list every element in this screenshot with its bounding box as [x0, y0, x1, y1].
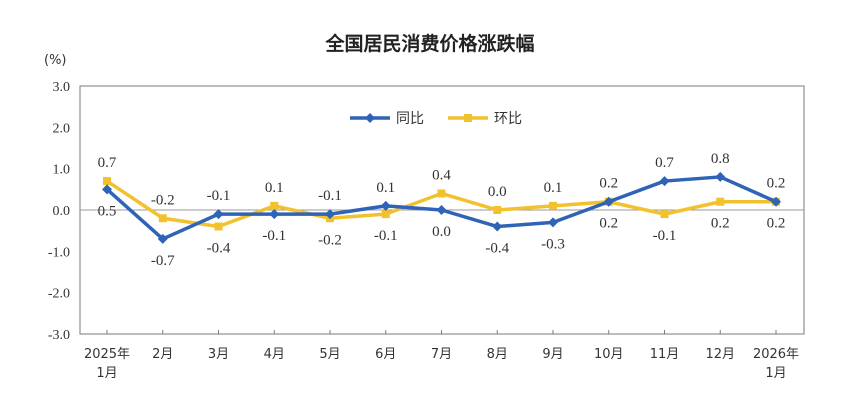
y-tick-label: -3.0: [48, 328, 70, 343]
x-tick-label: 3月: [208, 347, 229, 362]
data-point-yoy: [659, 176, 670, 187]
series-layer: [102, 171, 781, 244]
data-point-mom: [549, 201, 557, 210]
data-point-mom: [214, 222, 223, 231]
data-label-yoy: -0.1: [318, 188, 342, 204]
data-point-yoy: [269, 209, 280, 220]
data-point-mom: [437, 189, 446, 198]
data-label-yoy: 0.2: [767, 176, 786, 192]
data-label-mom: -0.1: [374, 228, 398, 244]
data-point-mom: [381, 210, 390, 219]
data-label-yoy: 0.8: [711, 151, 730, 167]
x-tick-label: 4月: [264, 347, 285, 362]
x-tick-label: 6月: [375, 347, 396, 362]
data-label-mom: 0.0: [488, 184, 507, 200]
data-point-yoy: [492, 221, 503, 232]
data-point-mom: [493, 206, 502, 214]
y-axis-unit: (%): [44, 53, 67, 68]
data-point-mom: [158, 214, 167, 223]
data-point-yoy: [548, 217, 558, 228]
data-point-mom: [103, 177, 111, 186]
legend: 同比 环比: [350, 111, 522, 127]
legend-item-yoy: 同比: [350, 111, 424, 127]
x-tick-label: 2025年: [84, 347, 130, 362]
data-label-yoy: 0.0: [432, 224, 451, 240]
data-point-mom: [716, 197, 725, 206]
y-tick-label: 2.0: [53, 121, 71, 136]
chart-title: 全国居民消费价格涨跌幅: [324, 32, 534, 55]
x-tick-label: 9月: [542, 347, 563, 362]
data-labels-layer: 0.5 -0.7 -0.1 -0.1 -0.1 0.1 0.0 -0.4 -0.3 0.2 0.7 0…: [98, 151, 786, 269]
data-label-mom: 0.2: [599, 216, 618, 232]
data-label-yoy: -0.1: [207, 188, 231, 204]
data-label-yoy: 0.5: [98, 203, 117, 219]
x-tick-label: 1月: [96, 366, 117, 381]
data-label-yoy: -0.1: [262, 228, 286, 244]
data-label-mom: 0.2: [711, 216, 730, 232]
data-label-mom: -0.4: [207, 241, 231, 257]
x-tick-label: 1月: [765, 366, 786, 381]
x-tick-label: 12月: [705, 347, 735, 362]
x-tick-label: 11月: [650, 347, 680, 362]
data-point-yoy: [380, 200, 391, 211]
data-point-yoy: [603, 196, 614, 207]
y-tick-label: 1.0: [53, 163, 71, 178]
y-axis-ticks: 3.0 2.0 1.0 0.0 -1.0 -2.0 -3.0: [48, 80, 70, 343]
y-tick-label: -1.0: [48, 245, 70, 260]
legend-item-mom: 环比: [448, 111, 522, 127]
data-label-yoy: -0.3: [541, 236, 565, 252]
data-point-yoy: [715, 171, 726, 182]
y-tick-label: -2.0: [48, 287, 70, 302]
data-label-yoy: -0.4: [485, 241, 509, 257]
legend-label: 同比: [396, 111, 424, 127]
data-point-mom: [660, 210, 669, 219]
x-tick-label: 2月: [152, 347, 173, 362]
x-tick-label: 2026年: [753, 347, 799, 362]
data-label-yoy: 0.2: [599, 176, 618, 192]
data-point-yoy: [771, 196, 781, 207]
data-label-mom: -0.1: [653, 228, 677, 244]
y-tick-label: 0.0: [53, 204, 71, 219]
data-label-mom: 0.1: [544, 180, 563, 196]
data-label-mom: 0.1: [265, 180, 284, 196]
x-tick-label: 8月: [487, 347, 508, 362]
data-label-mom: -0.2: [318, 232, 342, 248]
x-tick-label: 10月: [594, 347, 624, 362]
data-label-mom: 0.7: [98, 155, 117, 171]
data-point-yoy: [213, 209, 224, 220]
data-point-yoy: [102, 184, 112, 195]
data-label-mom: 0.2: [767, 216, 786, 232]
data-label-yoy: -0.7: [151, 253, 175, 269]
data-point-yoy: [325, 209, 335, 220]
data-point-yoy: [436, 205, 447, 215]
data-point-mom: [270, 201, 279, 210]
x-tick-label: 5月: [319, 347, 340, 362]
x-tick-label: 7月: [431, 347, 452, 362]
legend-marker: [464, 114, 472, 122]
data-label-yoy: 0.1: [376, 180, 395, 196]
data-label-mom: 0.4: [432, 167, 451, 183]
legend-label: 环比: [494, 111, 522, 127]
legend-marker: [365, 113, 375, 123]
data-point-yoy: [157, 233, 168, 244]
data-label-mom: -0.2: [151, 192, 175, 208]
y-tick-label: 3.0: [53, 80, 71, 95]
data-label-yoy: 0.7: [655, 155, 674, 171]
x-axis-ticks: 2025年 1月 2月 3月 4月 5月 6月 7月 8月 9月 10月 11月 12月 2026年 1月: [84, 330, 799, 381]
